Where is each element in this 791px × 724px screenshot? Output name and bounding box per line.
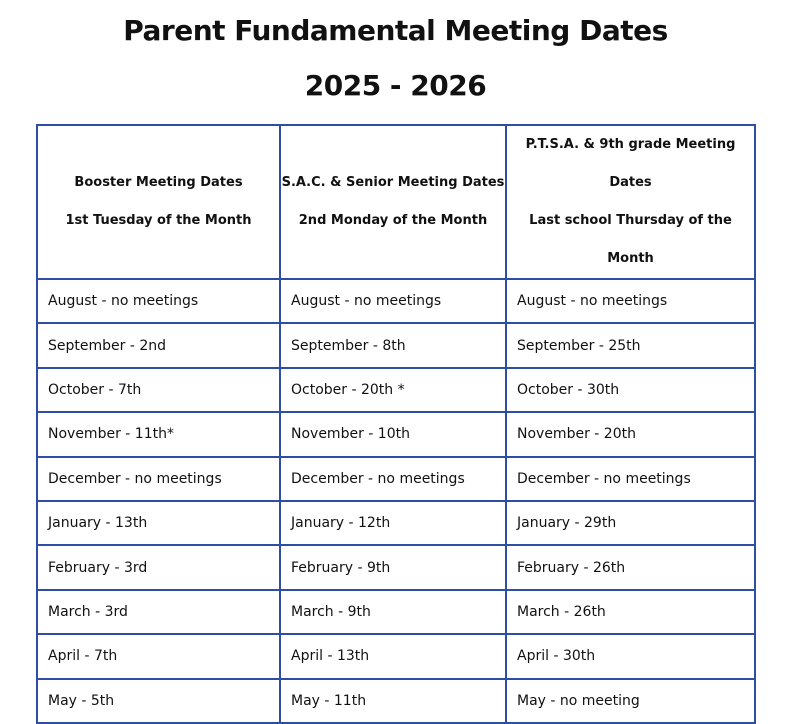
header-line: P.T.S.A. & 9th grade Meeting Dates [525,137,736,190]
table-row: February - 3rd February - 9th February - 2… [36,544,756,591]
subtitle: 2025 - 2026 [304,69,487,102]
table-row: August - no meetings August - no meetings… [36,277,756,325]
table-row: May - 5th May - 11th May - no meeting [36,677,756,724]
header-cell: S.A.C. & Senior Meeting Dates 2nd Monday … [279,124,507,280]
table-cell: August - no meetings [505,277,756,325]
page: Parent Fundamental Meeting Dates 2025 - … [36,14,756,724]
header-cell: Booster Meeting Dates 1st Tuesday of the … [36,124,281,280]
table-cell: February - 26th [505,544,756,591]
table-cell: November - 10th [279,411,507,458]
table-row: March - 3rd March - 9th March - 26th [36,588,756,636]
table-row: September - 2nd September - 8th September … [36,322,756,369]
table-cell: April - 7th [36,633,281,680]
header-cell: P.T.S.A. & 9th grade Meeting Dates Last s… [505,124,756,280]
table-cell: March - 9th [279,588,507,636]
table-row: April - 7th April - 13th April - 30th [36,633,756,680]
table-cell: May - 11th [279,677,507,724]
table-cell: February - 9th [279,544,507,591]
table-cell: January - 13th [36,499,281,547]
table-cell: May - 5th [36,677,281,724]
table-cell: December - no meetings [36,455,281,502]
table-row: December - no meetings December - no meet… [36,455,756,502]
header-line: Last school Thursday of the Month [529,213,732,266]
table-cell: December - no meetings [505,455,756,502]
table-cell: September - 25th [505,322,756,369]
table-cell: December - no meetings [279,455,507,502]
table-cell: October - 30th [505,366,756,414]
header-line: S.A.C. & Senior Meeting Dates [281,175,505,190]
header-line: 1st Tuesday of the Month [65,213,252,228]
table-cell: March - 3rd [36,588,281,636]
table-cell: April - 30th [505,633,756,680]
meeting-table: Booster Meeting Dates 1st Tuesday of the … [36,124,756,724]
header-line: 2nd Monday of the Month [298,213,488,228]
table-cell: September - 2nd [36,322,281,369]
table-row: November - 11th* November - 10th November … [36,411,756,458]
table-cell: January - 12th [279,499,507,547]
header-line: Booster Meeting Dates [74,175,243,190]
header-row: Booster Meeting Dates 1st Tuesday of the … [36,124,756,280]
table-cell: May - no meeting [505,677,756,724]
table-cell: February - 3rd [36,544,281,591]
table-cell: March - 26th [505,588,756,636]
table-cell: October - 7th [36,366,281,414]
table-body: August - no meetings August - no meetings… [36,277,756,724]
title: Parent Fundamental Meeting Dates [123,14,668,47]
table-cell: April - 13th [279,633,507,680]
table-cell: January - 29th [505,499,756,547]
table-row: January - 13th January - 12th January - 29… [36,499,756,547]
table-row: October - 7th October - 20th * October - 3… [36,366,756,414]
table-cell: November - 11th* [36,411,281,458]
table-cell: September - 8th [279,322,507,369]
table-cell: August - no meetings [279,277,507,325]
table-cell: October - 20th * [279,366,507,414]
table-cell: August - no meetings [36,277,281,325]
table-cell: November - 20th [505,411,756,458]
